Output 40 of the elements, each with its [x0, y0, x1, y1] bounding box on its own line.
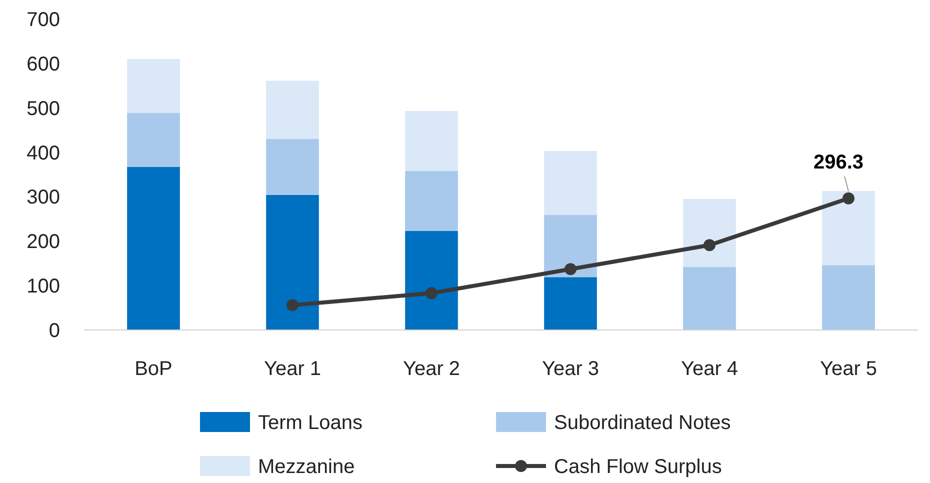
point — [564, 263, 576, 276]
point — [704, 239, 716, 252]
legend-label: Subordinated Notes — [554, 412, 731, 434]
bar — [405, 170, 458, 231]
bar — [127, 166, 180, 330]
legend-label: Term Loans — [258, 412, 362, 434]
y-tick-label: 200 — [26, 231, 60, 254]
x-tick-label: Year 3 — [542, 358, 600, 380]
bar — [127, 112, 180, 167]
y-tick-label: 700 — [26, 9, 60, 31]
legend-label: Cash Flow Surplus — [554, 456, 722, 478]
bar — [544, 150, 597, 215]
y-tick-label: 500 — [26, 98, 60, 120]
point — [842, 192, 854, 204]
bar — [822, 265, 875, 330]
bar — [266, 194, 319, 330]
y-tick-label: 100 — [26, 276, 60, 298]
bar — [405, 230, 458, 330]
bar — [683, 266, 736, 330]
x-tick-label: Year 2 — [402, 358, 460, 380]
bar — [127, 58, 180, 113]
x-tick-label: Year 1 — [264, 358, 322, 380]
bar — [405, 110, 458, 171]
y-tick-label: 300 — [26, 186, 60, 209]
bar — [544, 277, 597, 330]
data-label: 296.3 — [813, 151, 864, 174]
bar — [544, 214, 597, 278]
bar — [683, 198, 736, 267]
x-tick-label: Year 5 — [820, 358, 878, 380]
legend-label: Mezzanine — [258, 456, 355, 478]
y-tick-label: 400 — [26, 142, 60, 164]
bar — [822, 190, 875, 266]
point — [286, 299, 298, 312]
bar — [266, 80, 319, 139]
y-tick-label: 600 — [26, 53, 60, 76]
point — [426, 287, 438, 300]
y-tick-label: 0 — [48, 320, 60, 342]
x-tick-label: Year 4 — [680, 358, 738, 380]
x-tick-label: BoP — [134, 358, 172, 380]
bar — [266, 138, 319, 195]
